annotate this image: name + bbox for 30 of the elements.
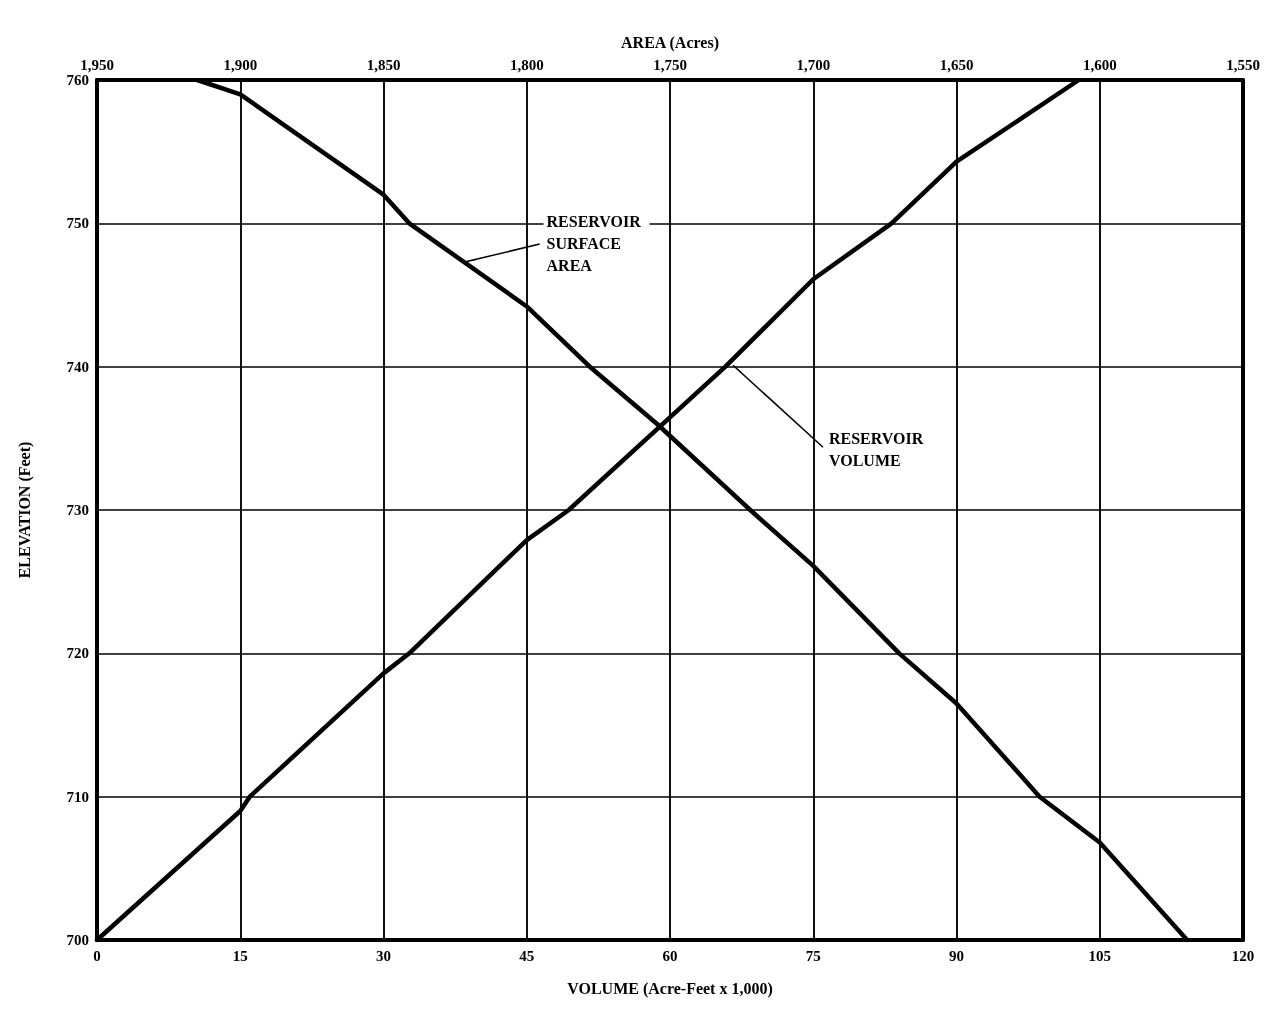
x2-axis-title: AREA (Acres) bbox=[621, 33, 719, 52]
x-tick-label: 75 bbox=[805, 947, 821, 964]
x-tick-label: 90 bbox=[949, 947, 964, 964]
y-tick-label: 700 bbox=[66, 932, 89, 948]
y-tick-label: 730 bbox=[66, 502, 89, 518]
x2-tick-label: 1,600 bbox=[1082, 56, 1117, 73]
x-tick-label: 60 bbox=[662, 947, 678, 964]
annotation: RESERVOIR SURFACE AREA bbox=[546, 212, 645, 274]
x2-tick-label: 1,650 bbox=[939, 56, 974, 73]
y-axis-title: ELEVATION (Feet) bbox=[15, 441, 34, 579]
y-tick-label: 740 bbox=[66, 358, 89, 375]
x-tick-label: 105 bbox=[1088, 947, 1111, 964]
y-tick-label: 750 bbox=[66, 215, 89, 232]
annotation: RESERVOIR VOLUME bbox=[828, 430, 928, 470]
x-tick-label: 15 bbox=[232, 947, 248, 964]
x-tick-label: 0 bbox=[93, 947, 101, 964]
y-tick-label: 710 bbox=[66, 788, 89, 805]
x2-tick-label: 1,900 bbox=[223, 56, 258, 73]
y-tick-label: 720 bbox=[66, 645, 89, 662]
x2-tick-label: 1,750 bbox=[653, 56, 687, 73]
x-tick-label: 30 bbox=[376, 947, 391, 964]
y-tick-label: 760 bbox=[66, 72, 89, 88]
x2-tick-label: 1,850 bbox=[366, 56, 401, 73]
x-tick-label: 120 bbox=[1231, 947, 1255, 964]
x-axis-title: VOLUME (Acre-Feet x 1,000) bbox=[567, 979, 773, 998]
x2-tick-label: 1,550 bbox=[1226, 56, 1260, 73]
x2-tick-label: 1,800 bbox=[509, 56, 544, 73]
x2-tick-label: 1,950 bbox=[80, 56, 114, 73]
x-tick-label: 45 bbox=[519, 947, 535, 964]
x2-tick-label: 1,700 bbox=[796, 56, 831, 73]
